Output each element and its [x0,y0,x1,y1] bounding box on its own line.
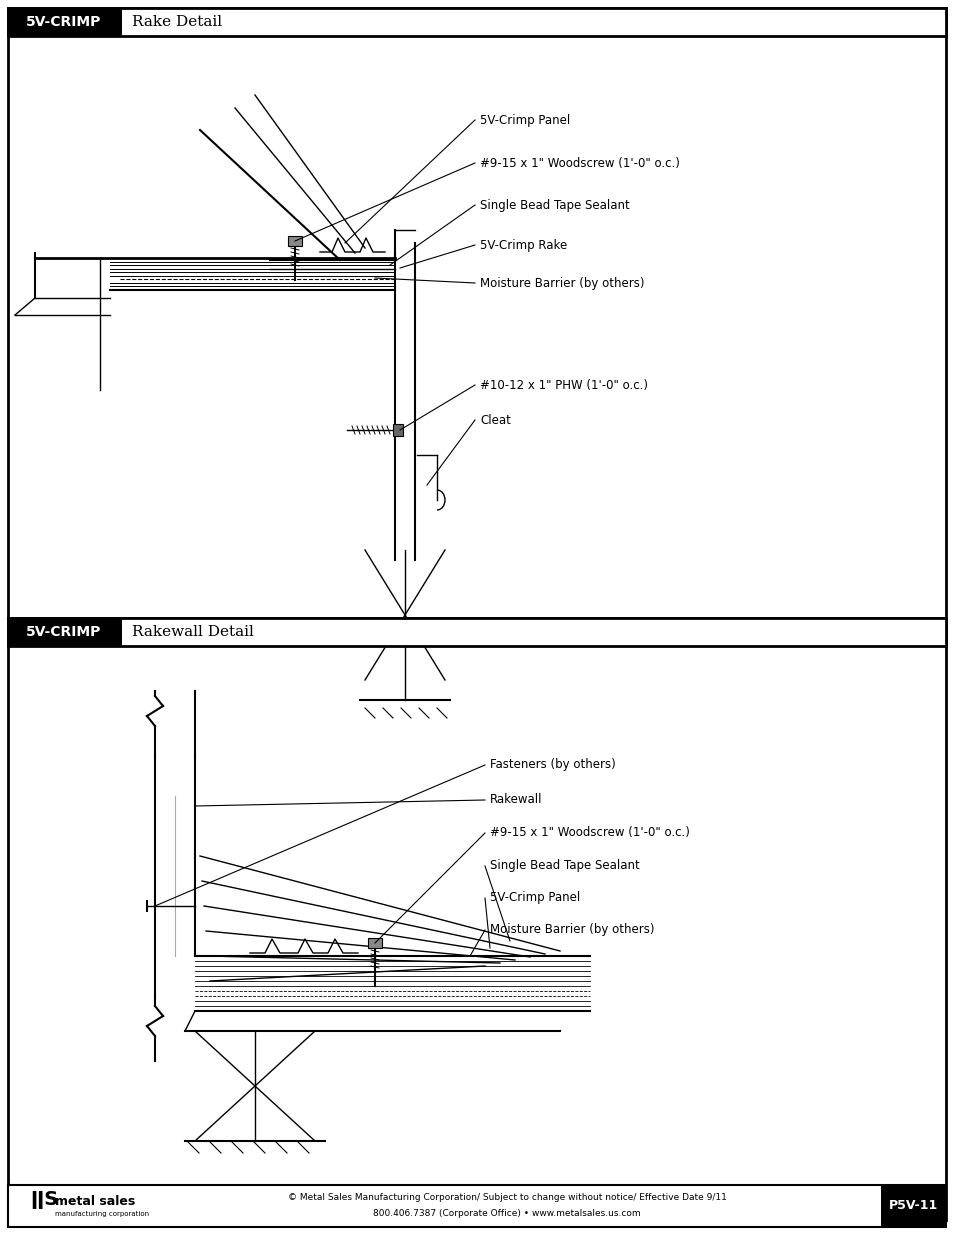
Text: 5V-CRIMP: 5V-CRIMP [27,625,102,638]
Text: Single Bead Tape Sealant: Single Bead Tape Sealant [479,199,629,211]
Bar [288,236,302,246]
Text: #10-12 x 1" PHW (1'-0" o.c.): #10-12 x 1" PHW (1'-0" o.c.) [479,378,647,391]
Text: ǀǀS: ǀǀS [30,1191,58,1209]
Bar [8,618,945,646]
Text: P5V-11: P5V-11 [888,1199,937,1213]
Text: Moisture Barrier (by others): Moisture Barrier (by others) [490,924,654,936]
Bar [8,7,945,36]
Text: Fasteners (by others): Fasteners (by others) [490,758,615,772]
Bar [880,1186,945,1228]
Text: Cleat: Cleat [479,414,511,426]
Bar [8,618,945,646]
Text: Rakewall: Rakewall [490,794,542,806]
Bar [393,424,402,436]
Bar [368,939,381,948]
Text: metal sales: metal sales [55,1195,135,1209]
Text: #9-15 x 1" Woodscrew (1'-0" o.c.): #9-15 x 1" Woodscrew (1'-0" o.c.) [490,826,689,840]
Bar [8,1186,945,1228]
Text: 5V-CRIMP: 5V-CRIMP [27,15,102,28]
Bar [122,7,945,36]
Text: Single Bead Tape Sealant: Single Bead Tape Sealant [490,860,639,872]
Text: #9-15 x 1" Woodscrew (1'-0" o.c.): #9-15 x 1" Woodscrew (1'-0" o.c.) [479,157,679,169]
Text: Rakewall Detail: Rakewall Detail [132,625,253,638]
Text: 5V-Crimp Panel: 5V-Crimp Panel [490,892,579,904]
Text: Moisture Barrier (by others): Moisture Barrier (by others) [479,277,644,289]
Text: 5V-Crimp Rake: 5V-Crimp Rake [479,238,567,252]
Bar [8,7,945,36]
Text: Rake Detail: Rake Detail [132,15,222,28]
Text: 5V-Crimp Panel: 5V-Crimp Panel [479,114,570,126]
Bar [122,618,945,646]
Text: © Metal Sales Manufacturing Corporation/ Subject to change without notice/ Effec: © Metal Sales Manufacturing Corporation/… [287,1193,725,1203]
Text: manufacturing corporation: manufacturing corporation [55,1212,149,1216]
Text: 800.406.7387 (Corporate Office) • www.metalsales.us.com: 800.406.7387 (Corporate Office) • www.me… [373,1209,640,1219]
